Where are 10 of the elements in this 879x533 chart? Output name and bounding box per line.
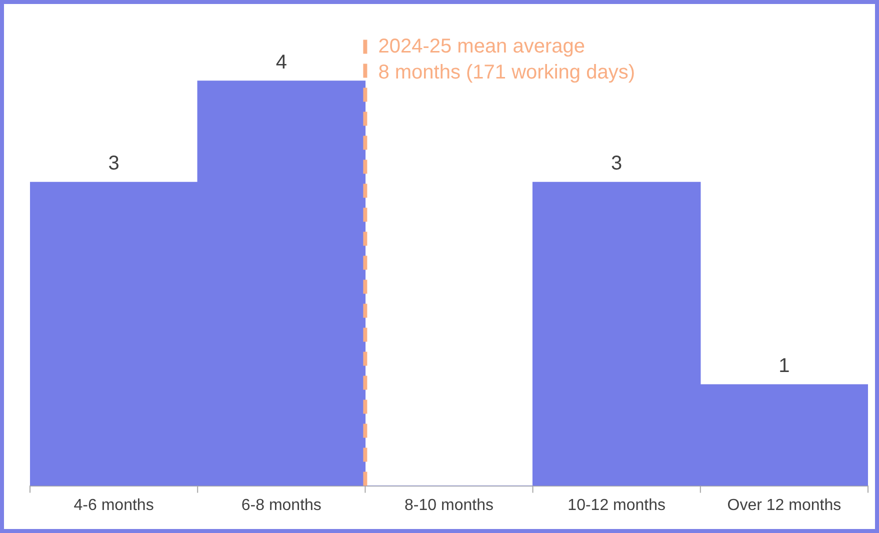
data-label: 4 (276, 51, 287, 74)
data-label: 3 (611, 152, 622, 175)
x-tick-label: 10-12 months (568, 496, 666, 514)
x-tick-label: 4-6 months (74, 496, 154, 514)
x-tick-label: 8-10 months (404, 496, 494, 514)
x-tick-label: Over 12 months (727, 496, 842, 514)
x-tick-label: 6-8 months (241, 496, 322, 514)
data-label: 3 (108, 152, 120, 175)
data-label: 1 (778, 355, 790, 378)
ref-line-label: 2024-25 mean average 8 months (171 working days) (378, 36, 635, 84)
